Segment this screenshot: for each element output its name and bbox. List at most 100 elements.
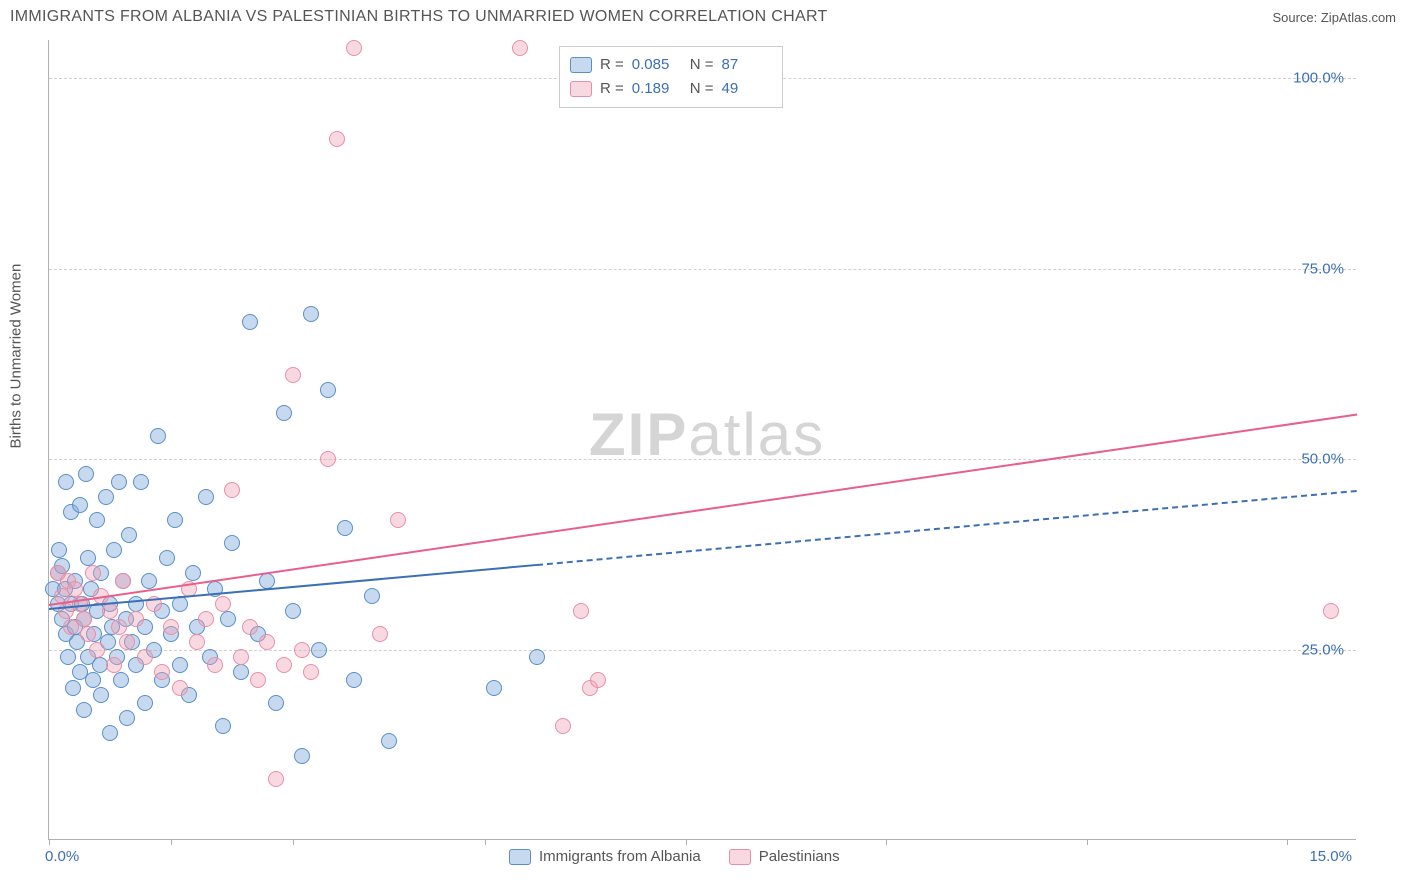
data-point <box>121 527 137 543</box>
data-point <box>242 314 258 330</box>
data-point <box>102 603 118 619</box>
data-point <box>172 657 188 673</box>
data-point <box>381 733 397 749</box>
y-axis-label: Births to Unmarried Women <box>8 264 25 449</box>
data-point <box>390 512 406 528</box>
data-point <box>268 695 284 711</box>
watermark-suffix: atlas <box>688 401 825 468</box>
data-point <box>346 672 362 688</box>
data-point <box>172 680 188 696</box>
data-point <box>303 306 319 322</box>
data-point <box>233 649 249 665</box>
gridline <box>49 269 1356 270</box>
data-point <box>285 603 301 619</box>
data-point <box>512 40 528 56</box>
data-point <box>58 474 74 490</box>
legend-label: Palestinians <box>759 848 840 865</box>
x-tick <box>49 839 50 845</box>
data-point <box>207 657 223 673</box>
data-point <box>303 664 319 680</box>
data-point <box>337 520 353 536</box>
data-point <box>198 489 214 505</box>
data-point <box>215 596 231 612</box>
x-tick <box>171 839 172 845</box>
data-point <box>159 550 175 566</box>
data-point <box>133 474 149 490</box>
data-point <box>89 512 105 528</box>
n-label: N = <box>690 77 714 101</box>
data-point <box>573 603 589 619</box>
data-point <box>198 611 214 627</box>
data-point <box>60 649 76 665</box>
n-value: 49 <box>722 77 772 101</box>
x-tick <box>293 839 294 845</box>
data-point <box>150 428 166 444</box>
data-point <box>80 550 96 566</box>
chart-header: IMMIGRANTS FROM ALBANIA VS PALESTINIAN B… <box>0 0 1406 32</box>
legend-item: Palestinians <box>729 848 840 865</box>
n-value: 87 <box>722 53 772 77</box>
data-point <box>92 657 108 673</box>
data-point <box>167 512 183 528</box>
data-point <box>294 642 310 658</box>
chart-title: IMMIGRANTS FROM ALBANIA VS PALESTINIAN B… <box>10 8 828 26</box>
data-point <box>590 672 606 688</box>
x-min-label: 0.0% <box>45 848 79 865</box>
stats-legend: R = 0.085 N = 87R = 0.189N = 49 <box>559 46 783 108</box>
data-point <box>276 405 292 421</box>
r-value: 0.085 <box>632 53 682 77</box>
data-point <box>111 619 127 635</box>
data-point <box>85 672 101 688</box>
gridline <box>49 459 1356 460</box>
data-point <box>65 680 81 696</box>
data-point <box>276 657 292 673</box>
x-tick <box>1287 839 1288 845</box>
n-label: N = <box>690 53 714 77</box>
data-point <box>106 657 122 673</box>
data-point <box>259 573 275 589</box>
r-label: R = <box>600 77 624 101</box>
data-point <box>85 565 101 581</box>
x-tick <box>886 839 887 845</box>
data-point <box>486 680 502 696</box>
legend-swatch <box>570 81 592 97</box>
data-point <box>89 642 105 658</box>
data-point <box>51 542 67 558</box>
y-tick-label: 25.0% <box>1301 641 1344 658</box>
trend-line <box>537 490 1357 566</box>
data-point <box>250 672 266 688</box>
data-point <box>346 40 362 56</box>
data-point <box>137 695 153 711</box>
data-point <box>128 611 144 627</box>
data-point <box>115 573 131 589</box>
legend-swatch <box>509 849 531 865</box>
data-point <box>233 664 249 680</box>
data-point <box>294 748 310 764</box>
data-point <box>119 634 135 650</box>
data-point <box>119 710 135 726</box>
data-point <box>113 672 129 688</box>
data-point <box>78 466 94 482</box>
data-point <box>141 573 157 589</box>
data-point <box>372 626 388 642</box>
data-point <box>311 642 327 658</box>
bottom-legend: Immigrants from Albania Palestinians <box>509 848 840 865</box>
data-point <box>76 702 92 718</box>
data-point <box>224 535 240 551</box>
data-point <box>320 451 336 467</box>
data-point <box>93 687 109 703</box>
data-point <box>154 664 170 680</box>
data-point <box>189 634 205 650</box>
data-point <box>259 634 275 650</box>
stats-legend-row: R = 0.189N = 49 <box>570 77 772 101</box>
data-point <box>242 619 258 635</box>
r-label: R = <box>600 53 624 77</box>
data-point <box>76 611 92 627</box>
data-point <box>215 718 231 734</box>
data-point <box>220 611 236 627</box>
data-point <box>320 382 336 398</box>
data-point <box>329 131 345 147</box>
data-point <box>224 482 240 498</box>
x-max-label: 15.0% <box>1309 848 1352 865</box>
legend-item: Immigrants from Albania <box>509 848 701 865</box>
